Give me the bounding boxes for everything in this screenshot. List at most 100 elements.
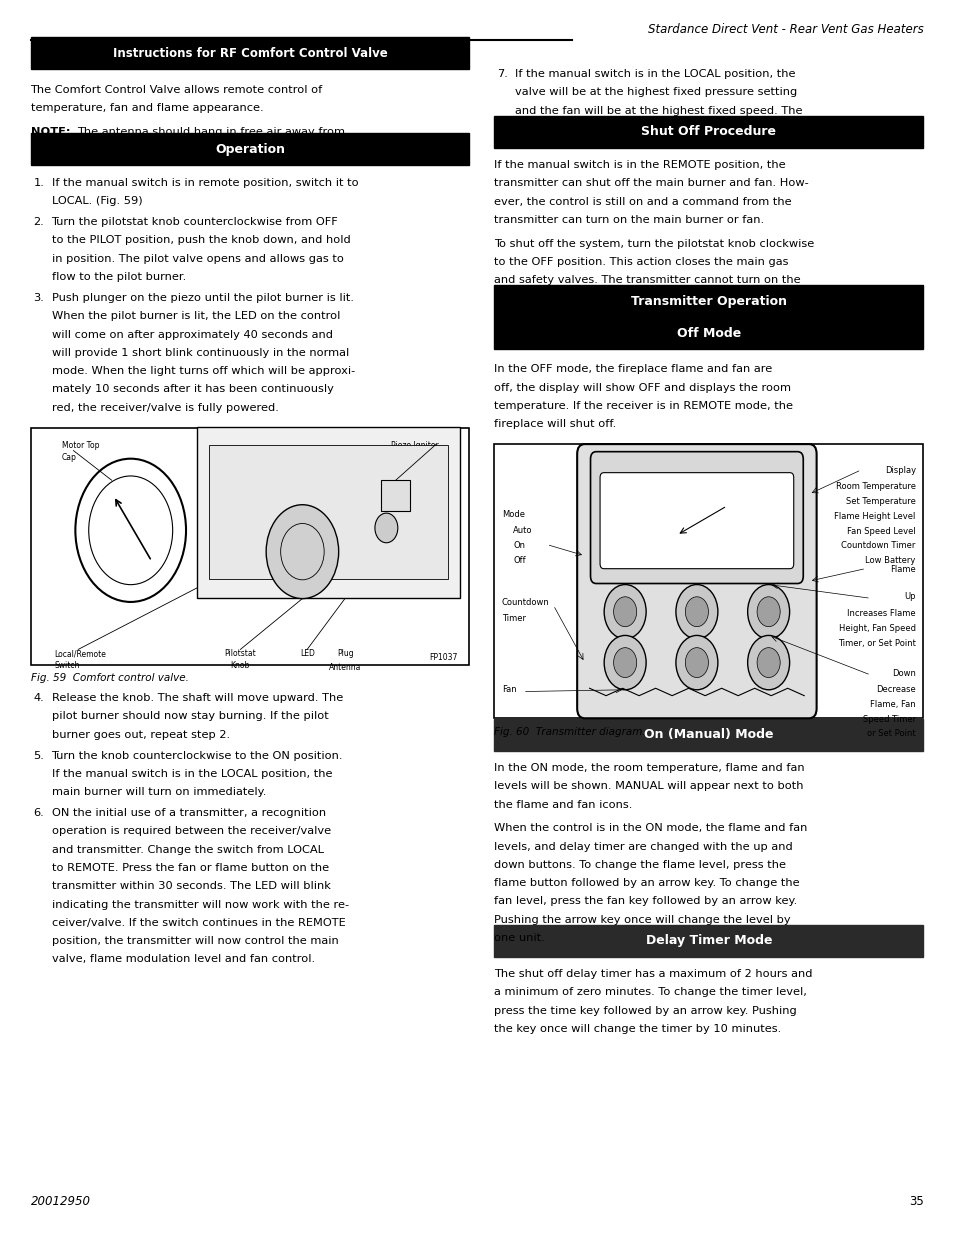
- Text: Shut Off Procedure: Shut Off Procedure: [640, 125, 776, 138]
- Text: Fig. 59  Comfort control valve.: Fig. 59 Comfort control valve.: [30, 673, 188, 683]
- Text: Flame Height Level: Flame Height Level: [834, 511, 915, 521]
- Text: Timer, or Set Point: Timer, or Set Point: [837, 638, 915, 648]
- Text: and transmitter. Change the switch from LOCAL: and transmitter. Change the switch from …: [51, 845, 323, 855]
- Text: 2.: 2.: [33, 217, 44, 227]
- Text: Plug: Plug: [336, 650, 354, 658]
- Bar: [209, 446, 448, 579]
- Text: Decrease: Decrease: [875, 685, 915, 694]
- Text: Display: Display: [883, 466, 915, 475]
- Text: To shut off the system, turn the pilotstat knob clockwise: To shut off the system, turn the pilotst…: [494, 238, 814, 248]
- Text: If the manual switch is in the LOCAL position, the: If the manual switch is in the LOCAL pos…: [515, 69, 795, 79]
- Text: Fig. 60  Transmitter diagram.: Fig. 60 Transmitter diagram.: [494, 727, 645, 737]
- Circle shape: [266, 505, 338, 599]
- Text: position, the transmitter will now control the main: position, the transmitter will now contr…: [51, 936, 338, 946]
- Circle shape: [684, 597, 708, 626]
- Circle shape: [675, 636, 717, 690]
- Text: LED: LED: [299, 650, 314, 658]
- Text: The shut off delay timer has a maximum of 2 hours and: The shut off delay timer has a maximum o…: [494, 969, 812, 979]
- Text: Pilotstat: Pilotstat: [224, 650, 256, 658]
- Bar: [380, 480, 409, 511]
- Bar: [30, 133, 469, 165]
- Text: Timer: Timer: [501, 614, 525, 622]
- Circle shape: [747, 636, 789, 690]
- Text: 7.: 7.: [497, 69, 507, 79]
- Text: mode. When the light turns off which will be approxi-: mode. When the light turns off which wil…: [51, 366, 355, 377]
- Text: Knob: Knob: [231, 662, 250, 671]
- Text: 3.: 3.: [33, 293, 44, 303]
- Text: Low Battery: Low Battery: [864, 556, 915, 566]
- Bar: [30, 37, 469, 69]
- Text: The Comfort Control Valve allows remote control of: The Comfort Control Valve allows remote …: [30, 85, 322, 95]
- Text: Countdown: Countdown: [501, 598, 549, 606]
- Text: Switch: Switch: [54, 662, 80, 671]
- Circle shape: [757, 597, 780, 626]
- Text: main burner or fan.: main burner or fan.: [494, 294, 604, 304]
- Text: Stardance Direct Vent - Rear Vent Gas Heaters: Stardance Direct Vent - Rear Vent Gas He…: [647, 22, 923, 36]
- Text: LOCAL: LOCAL: [212, 524, 217, 546]
- Text: Down: Down: [891, 669, 915, 678]
- Text: REMOTE: REMOTE: [225, 520, 231, 550]
- Text: ever, the control is still on and a command from the: ever, the control is still on and a comm…: [494, 196, 791, 206]
- Text: Delay Timer Mode: Delay Timer Mode: [645, 934, 771, 947]
- Text: mately 10 seconds after it has been continuously: mately 10 seconds after it has been cont…: [51, 384, 333, 394]
- Text: On: On: [513, 541, 525, 550]
- Text: Room Temperature: Room Temperature: [835, 482, 915, 492]
- Text: press the time key followed by an arrow key. Pushing: press the time key followed by an arrow …: [494, 1005, 796, 1015]
- Text: In the ON mode, the room temperature, flame and fan: In the ON mode, the room temperature, fl…: [494, 763, 804, 773]
- Text: 35: 35: [908, 1194, 923, 1208]
- Text: Turn the pilotstat knob counterclockwise from OFF: Turn the pilotstat knob counterclockwise…: [51, 217, 338, 227]
- Text: burner goes out, repeat step 2.: burner goes out, repeat step 2.: [51, 730, 230, 740]
- Circle shape: [613, 597, 636, 626]
- Circle shape: [757, 647, 780, 678]
- Text: Cap: Cap: [62, 453, 77, 462]
- Text: flow to the pilot burner.: flow to the pilot burner.: [51, 272, 186, 282]
- Circle shape: [375, 513, 397, 542]
- Text: fireplace will shut off.: fireplace will shut off.: [494, 419, 616, 429]
- Text: When the pilot burner is lit, the LED on the control: When the pilot burner is lit, the LED on…: [51, 311, 339, 321]
- Bar: [494, 317, 923, 350]
- Circle shape: [603, 636, 645, 690]
- Text: 5.: 5.: [33, 751, 44, 761]
- Text: 6.: 6.: [33, 808, 44, 818]
- Circle shape: [747, 584, 789, 638]
- Text: operation is required between the receiver/valve: operation is required between the receiv…: [51, 826, 331, 836]
- Text: NOTE:: NOTE:: [30, 127, 70, 137]
- Circle shape: [684, 647, 708, 678]
- Text: Local/Remote: Local/Remote: [54, 650, 106, 658]
- Bar: [197, 427, 459, 598]
- Text: Fan: Fan: [501, 685, 516, 694]
- Text: to REMOTE. Press the fan or flame button on the: to REMOTE. Press the fan or flame button…: [51, 863, 328, 873]
- Text: Flame: Flame: [889, 564, 915, 574]
- Text: pilot burner should now stay burning. If the pilot: pilot burner should now stay burning. If…: [51, 711, 328, 721]
- Bar: [494, 719, 923, 751]
- Text: transmitter can turn on the main burner or fan.: transmitter can turn on the main burner …: [494, 215, 763, 225]
- Text: Piezo Ignitor: Piezo Ignitor: [391, 441, 438, 450]
- Text: The antenna should hang in free air away from: The antenna should hang in free air away…: [77, 127, 345, 137]
- Text: and safety valves. The transmitter cannot turn on the: and safety valves. The transmitter canno…: [494, 275, 800, 285]
- Text: In the OFF mode, the fireplace flame and fan are: In the OFF mode, the fireplace flame and…: [494, 364, 772, 374]
- Text: transmitter will control the fan only.: transmitter will control the fan only.: [515, 124, 719, 133]
- Text: to the PILOT position, push the knob down, and hold: to the PILOT position, push the knob dow…: [51, 236, 350, 246]
- Text: a minimum of zero minutes. To change the timer level,: a minimum of zero minutes. To change the…: [494, 988, 806, 998]
- Text: levels, and delay timer are changed with the up and: levels, and delay timer are changed with…: [494, 841, 792, 852]
- Bar: [494, 925, 923, 957]
- Text: Antenna: Antenna: [329, 663, 361, 672]
- Text: and the fan will be at the highest fixed speed. The: and the fan will be at the highest fixed…: [515, 106, 801, 116]
- Text: the flame and fan icons.: the flame and fan icons.: [494, 799, 632, 810]
- Text: Off Mode: Off Mode: [676, 327, 740, 340]
- Text: Set Temperature: Set Temperature: [845, 496, 915, 506]
- Text: in position. The pilot valve opens and allows gas to: in position. The pilot valve opens and a…: [51, 253, 343, 264]
- Bar: [494, 445, 923, 719]
- Text: Turn the knob counterclockwise to the ON position.: Turn the knob counterclockwise to the ON…: [51, 751, 343, 761]
- Text: ceiver/valve. If the switch continues in the REMOTE: ceiver/valve. If the switch continues in…: [51, 918, 345, 927]
- Text: Operation: Operation: [214, 143, 285, 156]
- Text: flame button followed by an arrow key. To change the: flame button followed by an arrow key. T…: [494, 878, 799, 888]
- Text: transmitter can shut off the main burner and fan. How-: transmitter can shut off the main burner…: [494, 178, 808, 189]
- Circle shape: [613, 647, 636, 678]
- Text: Increases Flame: Increases Flame: [846, 609, 915, 619]
- Circle shape: [603, 584, 645, 638]
- Text: Speed Timer: Speed Timer: [862, 715, 915, 724]
- Text: Off: Off: [513, 556, 525, 564]
- Bar: [30, 429, 469, 666]
- Text: Push plunger on the piezo until the pilot burner is lit.: Push plunger on the piezo until the pilo…: [51, 293, 354, 303]
